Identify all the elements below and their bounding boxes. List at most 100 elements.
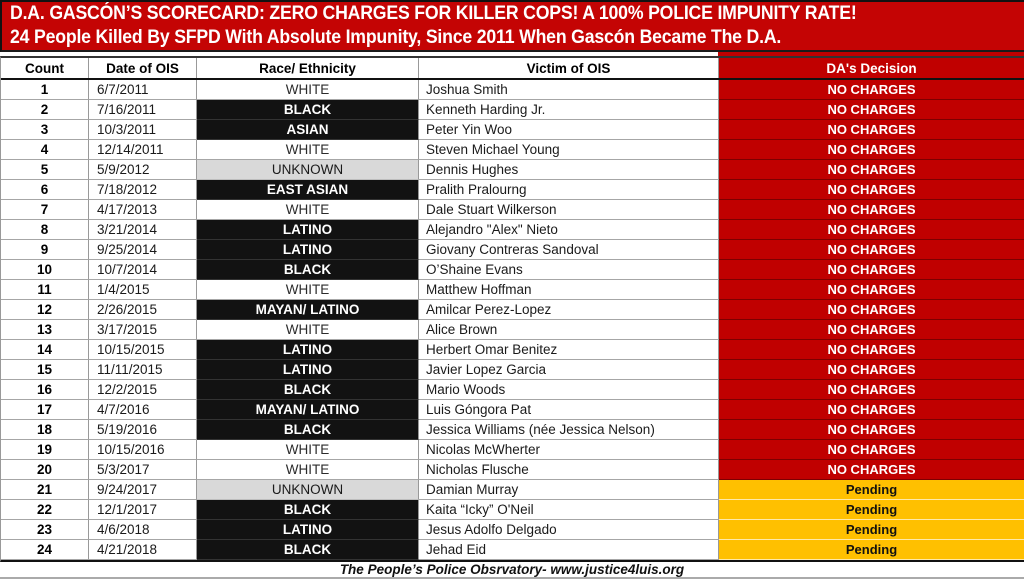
cell-count: 5: [1, 160, 89, 180]
cell-decision: NO CHARGES: [719, 360, 1024, 380]
cell-count: 9: [1, 240, 89, 260]
cell-race: MAYAN/ LATINO: [197, 300, 419, 320]
cell-victim: Kenneth Harding Jr.: [419, 100, 719, 120]
cell-victim: Mario Woods: [419, 380, 719, 400]
cell-date: 11/11/2015: [89, 360, 197, 380]
cell-race: LATINO: [197, 360, 419, 380]
cell-date: 5/19/2016: [89, 420, 197, 440]
cell-decision: NO CHARGES: [719, 180, 1024, 200]
cell-victim: Jehad Eid: [419, 540, 719, 560]
table-row: 21 9/24/2017 UNKNOWN Damian Murray Pending: [1, 480, 1024, 500]
cell-decision: Pending: [719, 540, 1024, 560]
cell-date: 3/17/2015: [89, 320, 197, 340]
cell-decision: NO CHARGES: [719, 240, 1024, 260]
cell-race: LATINO: [197, 340, 419, 360]
col-header-victim: Victim of OIS: [419, 58, 719, 78]
table-body: 1 6/7/2011 WHITE Joshua Smith NO CHARGES 2 7/1…: [1, 80, 1024, 560]
cell-race: EAST ASIAN: [197, 180, 419, 200]
cell-count: 15: [1, 360, 89, 380]
banner-table-gap: [0, 52, 1024, 56]
cell-date: 2/26/2015: [89, 300, 197, 320]
cell-victim: Peter Yin Woo: [419, 120, 719, 140]
table-row: 1 6/7/2011 WHITE Joshua Smith NO CHARGES: [1, 80, 1024, 100]
table-row: 24 4/21/2018 BLACK Jehad Eid Pending: [1, 540, 1024, 560]
table-row: 15 11/11/2015 LATINO Javier Lopez Garcia NO …: [1, 360, 1024, 380]
cell-count: 23: [1, 520, 89, 540]
table-row: 16 12/2/2015 BLACK Mario Woods NO CHARGES: [1, 380, 1024, 400]
cell-date: 4/6/2018: [89, 520, 197, 540]
cell-date: 7/16/2011: [89, 100, 197, 120]
cell-date: 6/7/2011: [89, 80, 197, 100]
cell-decision: NO CHARGES: [719, 100, 1024, 120]
cell-count: 7: [1, 200, 89, 220]
cell-count: 16: [1, 380, 89, 400]
cell-count: 3: [1, 120, 89, 140]
cell-date: 12/14/2011: [89, 140, 197, 160]
cell-victim: Nicolas McWherter: [419, 440, 719, 460]
cell-count: 4: [1, 140, 89, 160]
cell-count: 17: [1, 400, 89, 420]
cell-decision: NO CHARGES: [719, 340, 1024, 360]
table-row: 5 5/9/2012 UNKNOWN Dennis Hughes NO CHARGES: [1, 160, 1024, 180]
cell-date: 4/21/2018: [89, 540, 197, 560]
cell-date: 10/7/2014: [89, 260, 197, 280]
banner: D.A. GASCÓN’S SCORECARD: ZERO CHARGES FO…: [0, 0, 1024, 52]
cell-decision: Pending: [719, 480, 1024, 500]
cell-count: 14: [1, 340, 89, 360]
cell-decision: NO CHARGES: [719, 260, 1024, 280]
cell-decision: NO CHARGES: [719, 300, 1024, 320]
table-row: 8 3/21/2014 LATINO Alejandro "Alex" Nieto NO…: [1, 220, 1024, 240]
table-row: 23 4/6/2018 LATINO Jesus Adolfo Delgado Pend…: [1, 520, 1024, 540]
cell-decision: NO CHARGES: [719, 280, 1024, 300]
cell-count: 10: [1, 260, 89, 280]
table-row: 7 4/17/2013 WHITE Dale Stuart Wilkerson NO C…: [1, 200, 1024, 220]
cell-date: 7/18/2012: [89, 180, 197, 200]
cell-date: 1/4/2015: [89, 280, 197, 300]
cell-victim: Dale Stuart Wilkerson: [419, 200, 719, 220]
cell-count: 12: [1, 300, 89, 320]
cell-victim: Giovany Contreras Sandoval: [419, 240, 719, 260]
table-row: 2 7/16/2011 BLACK Kenneth Harding Jr. NO CHA…: [1, 100, 1024, 120]
table-row: 3 10/3/2011 ASIAN Peter Yin Woo NO CHARGES: [1, 120, 1024, 140]
col-header-decision: DA's Decision: [719, 58, 1024, 78]
cell-race: UNKNOWN: [197, 480, 419, 500]
table-row: 18 5/19/2016 BLACK Jessica Williams (née Je…: [1, 420, 1024, 440]
cell-date: 12/1/2017: [89, 500, 197, 520]
footer-text: The People’s Police Obsrvatory- www.just…: [339, 561, 685, 577]
cell-race: BLACK: [197, 380, 419, 400]
cell-decision: Pending: [719, 520, 1024, 540]
cell-count: 18: [1, 420, 89, 440]
table-row: 12 2/26/2015 MAYAN/ LATINO Amilcar Perez-Lo…: [1, 300, 1024, 320]
cell-victim: Jessica Williams (née Jessica Nelson): [419, 420, 719, 440]
table-row: 4 12/14/2011 WHITE Steven Michael Young NO C…: [1, 140, 1024, 160]
cell-decision: NO CHARGES: [719, 140, 1024, 160]
table-row: 20 5/3/2017 WHITE Nicholas Flusche NO CHARGE…: [1, 460, 1024, 480]
table-row: 9 9/25/2014 LATINO Giovany Contreras Sandov…: [1, 240, 1024, 260]
cell-decision: NO CHARGES: [719, 320, 1024, 340]
cell-victim: Alejandro "Alex" Nieto: [419, 220, 719, 240]
cell-decision: NO CHARGES: [719, 120, 1024, 140]
cell-victim: Steven Michael Young: [419, 140, 719, 160]
cell-victim: Dennis Hughes: [419, 160, 719, 180]
col-header-count: Count: [1, 58, 89, 78]
table-row: 22 12/1/2017 BLACK Kaita “Icky” O'Neil Pendi…: [1, 500, 1024, 520]
cell-race: LATINO: [197, 240, 419, 260]
cell-date: 9/25/2014: [89, 240, 197, 260]
cell-count: 19: [1, 440, 89, 460]
cell-count: 13: [1, 320, 89, 340]
cell-victim: Damian Murray: [419, 480, 719, 500]
cell-victim: Joshua Smith: [419, 80, 719, 100]
cell-decision: NO CHARGES: [719, 220, 1024, 240]
cell-race: BLACK: [197, 100, 419, 120]
cell-race: LATINO: [197, 220, 419, 240]
cell-count: 20: [1, 460, 89, 480]
col-header-race: Race/ Ethnicity: [197, 58, 419, 78]
col-header-date: Date of OIS: [89, 58, 197, 78]
table-row: 17 4/7/2016 MAYAN/ LATINO Luis Góngora Pat N…: [1, 400, 1024, 420]
cell-decision: NO CHARGES: [719, 460, 1024, 480]
cell-race: BLACK: [197, 500, 419, 520]
cell-count: 21: [1, 480, 89, 500]
cell-date: 3/21/2014: [89, 220, 197, 240]
cell-decision: Pending: [719, 500, 1024, 520]
cell-race: ASIAN: [197, 120, 419, 140]
